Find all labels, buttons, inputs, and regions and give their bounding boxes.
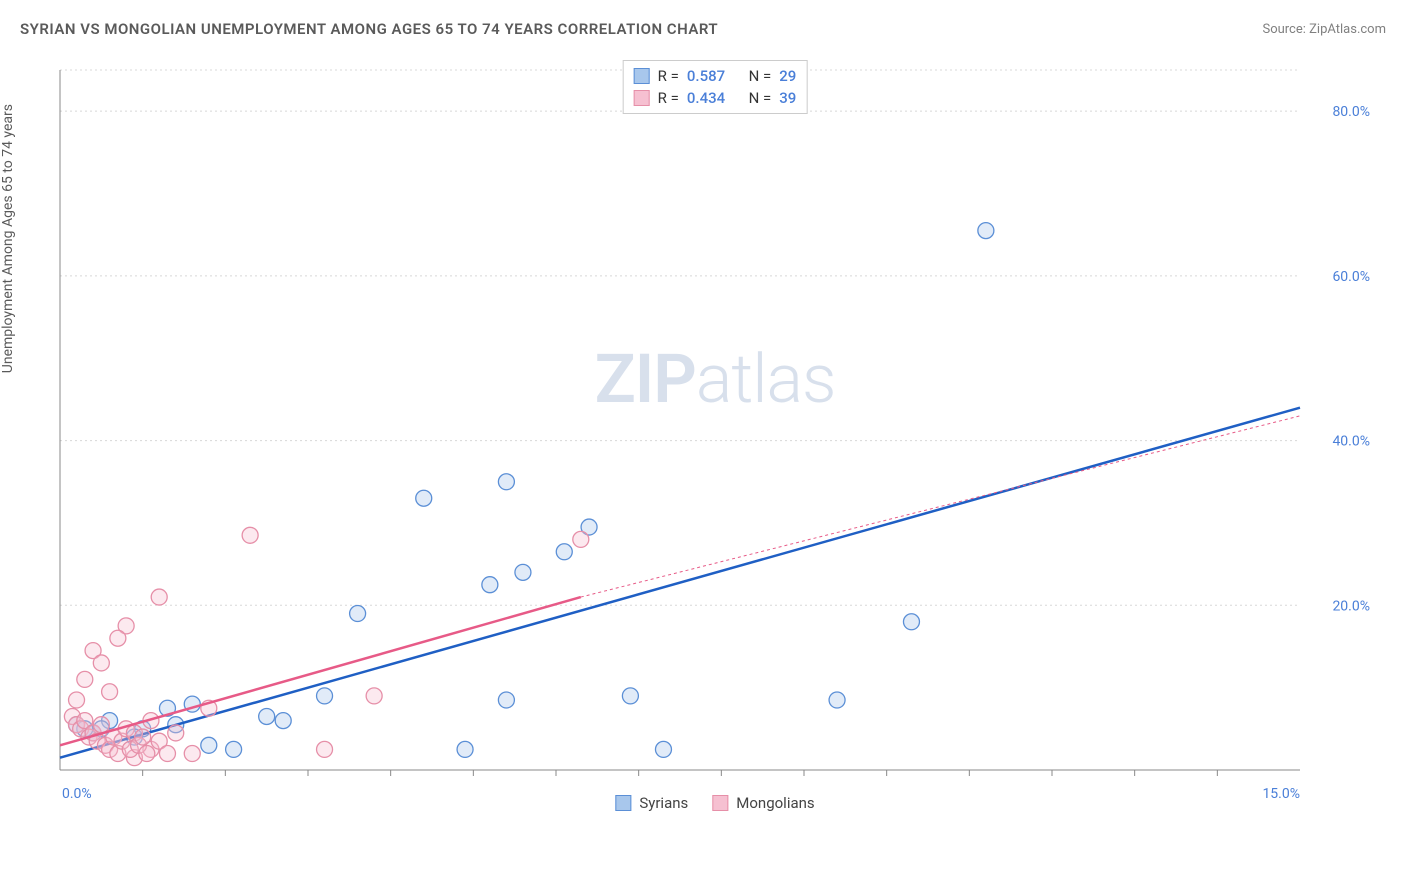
- legend-label: Syrians: [639, 794, 688, 812]
- data-point: [350, 606, 366, 622]
- swatch-syrians: [634, 68, 650, 84]
- n-value: 29: [779, 67, 796, 85]
- stats-row-syrians: R = 0.587 N = 29: [634, 65, 797, 87]
- y-axis-label: Unemployment Among Ages 65 to 74 years: [0, 104, 16, 373]
- data-point: [498, 692, 514, 708]
- data-point: [366, 688, 382, 704]
- data-point: [139, 746, 155, 762]
- data-point: [556, 544, 572, 560]
- data-point: [275, 713, 291, 729]
- data-point: [184, 746, 200, 762]
- data-point: [168, 725, 184, 741]
- swatch-mongolians: [634, 90, 650, 106]
- watermark-light: atlas: [696, 339, 836, 419]
- r-label: R =: [658, 89, 679, 107]
- data-point: [903, 614, 919, 630]
- legend-item-syrians: Syrians: [615, 794, 688, 812]
- data-point: [457, 741, 473, 757]
- data-point: [655, 741, 671, 757]
- data-point: [93, 717, 109, 733]
- data-point: [242, 527, 258, 543]
- svg-text:60.0%: 60.0%: [1332, 269, 1370, 285]
- svg-text:0.0%: 0.0%: [62, 786, 92, 802]
- data-point: [102, 684, 118, 700]
- data-point: [151, 589, 167, 605]
- data-point: [93, 655, 109, 671]
- watermark: ZIPatlas: [595, 339, 836, 419]
- legend-swatch-syrians: [615, 795, 631, 811]
- data-point: [159, 746, 175, 762]
- trend-line-dashed: [581, 416, 1300, 597]
- plot-area: ZIPatlas R = 0.587 N = 29 R = 0.434 N = …: [50, 60, 1380, 820]
- chart-title: SYRIAN VS MONGOLIAN UNEMPLOYMENT AMONG A…: [20, 20, 718, 38]
- n-label: N =: [749, 67, 772, 85]
- legend-label: Mongolians: [736, 794, 814, 812]
- data-point: [482, 577, 498, 593]
- title-bar: SYRIAN VS MONGOLIAN UNEMPLOYMENT AMONG A…: [20, 20, 1386, 38]
- data-point: [622, 688, 638, 704]
- r-label: R =: [658, 67, 679, 85]
- chart-svg: 20.0% 40.0% 60.0% 80.0% 0.0% 15.0%: [50, 60, 1380, 820]
- n-label: N =: [749, 89, 772, 107]
- r-value: 0.587: [687, 67, 725, 85]
- svg-text:15.0%: 15.0%: [1262, 786, 1300, 802]
- n-value: 39: [779, 89, 796, 107]
- data-point: [110, 630, 126, 646]
- svg-text:40.0%: 40.0%: [1332, 434, 1370, 450]
- data-point: [77, 671, 93, 687]
- data-point: [573, 531, 589, 547]
- data-point: [829, 692, 845, 708]
- data-point: [978, 223, 994, 239]
- data-point: [515, 564, 531, 580]
- data-point: [226, 741, 242, 757]
- watermark-bold: ZIP: [595, 339, 696, 419]
- data-point: [69, 692, 85, 708]
- stats-row-mongolians: R = 0.434 N = 39: [634, 87, 797, 109]
- legend-item-mongolians: Mongolians: [712, 794, 814, 812]
- data-point: [201, 737, 217, 753]
- trend-line: [60, 597, 581, 745]
- legend-swatch-mongolians: [712, 795, 728, 811]
- data-point: [498, 474, 514, 490]
- stats-box: R = 0.587 N = 29 R = 0.434 N = 39: [623, 60, 808, 114]
- data-point: [259, 708, 275, 724]
- trend-line: [60, 408, 1300, 758]
- data-point: [416, 490, 432, 506]
- data-point: [317, 688, 333, 704]
- r-value: 0.434: [687, 89, 725, 107]
- source-label: Source: ZipAtlas.com: [1262, 22, 1386, 37]
- bottom-legend: Syrians Mongolians: [615, 794, 814, 812]
- data-point: [135, 729, 151, 745]
- svg-text:80.0%: 80.0%: [1332, 104, 1370, 120]
- svg-text:20.0%: 20.0%: [1332, 598, 1370, 614]
- data-point: [317, 741, 333, 757]
